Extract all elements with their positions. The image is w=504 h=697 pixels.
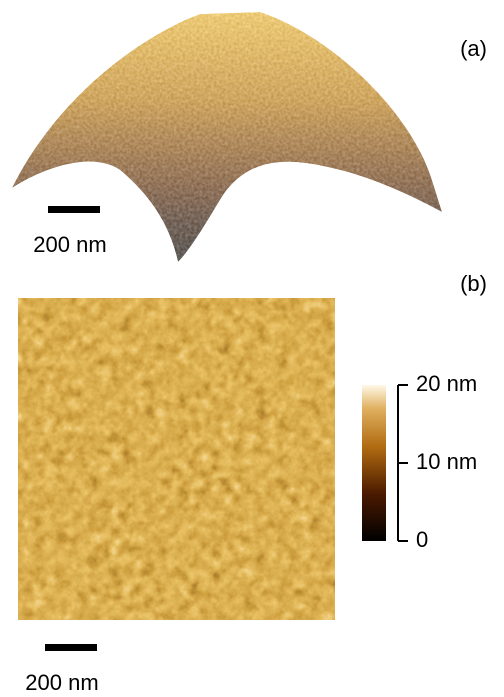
figure: (a) 200 nm (b) 200 nm 0 10 nm 20 nm (0, 0, 504, 697)
scale-bar-label: 200 nm (33, 232, 106, 257)
colorbar-ticks: 0 10 nm 20 nm (398, 371, 477, 552)
colorbar (362, 385, 386, 541)
afm-3d-surface (12, 12, 442, 262)
scale-bar (45, 644, 97, 651)
colorbar-tick-label: 20 nm (416, 371, 477, 396)
colorbar-tick-label: 0 (416, 527, 428, 552)
afm-height-map (18, 298, 335, 620)
panel-label: (a) (460, 36, 487, 61)
scale-bar (48, 206, 100, 213)
colorbar-tick-label: 10 nm (416, 449, 477, 474)
scale-bar-label: 200 nm (25, 670, 98, 695)
panel-label: (b) (460, 271, 487, 296)
